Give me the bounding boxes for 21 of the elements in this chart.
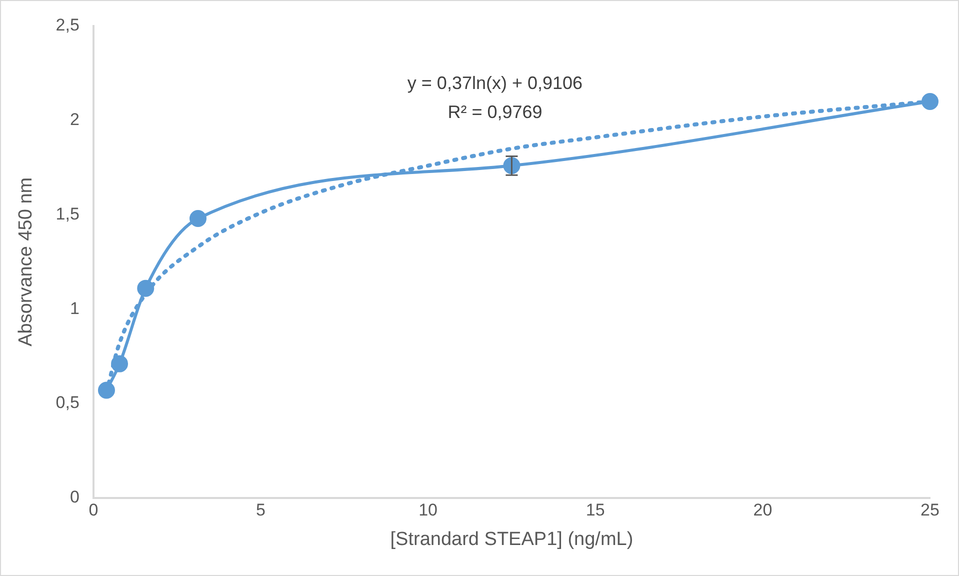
y-tick-label: 1 xyxy=(70,298,80,318)
point xyxy=(137,280,154,297)
y-tick-label: 0,5 xyxy=(56,393,80,412)
y-tick-label: 1,5 xyxy=(56,204,80,224)
y-tick-label: 0 xyxy=(70,487,80,506)
y-tick-label: 2,5 xyxy=(56,16,80,35)
x-tick-label: 15 xyxy=(586,500,605,520)
x-tick-label: 5 xyxy=(256,500,266,520)
y-tick-label: 2 xyxy=(70,110,80,130)
point xyxy=(190,210,207,227)
y-axis-title: Absorvance 450 nm xyxy=(16,177,37,346)
annotation: R² = 0,9769 xyxy=(448,102,542,122)
x-tick-label: 0 xyxy=(88,500,98,520)
annotation: y = 0,37ln(x) + 0,9106 xyxy=(407,72,583,93)
x-tick-label: 25 xyxy=(920,500,940,520)
x-tick-label: 20 xyxy=(753,500,772,520)
x-axis-title: [Strandard STEAP1] (ng/mL) xyxy=(390,528,634,550)
point xyxy=(98,382,115,399)
x-tick-label: 10 xyxy=(418,500,438,520)
point xyxy=(111,355,128,372)
point xyxy=(922,92,938,110)
